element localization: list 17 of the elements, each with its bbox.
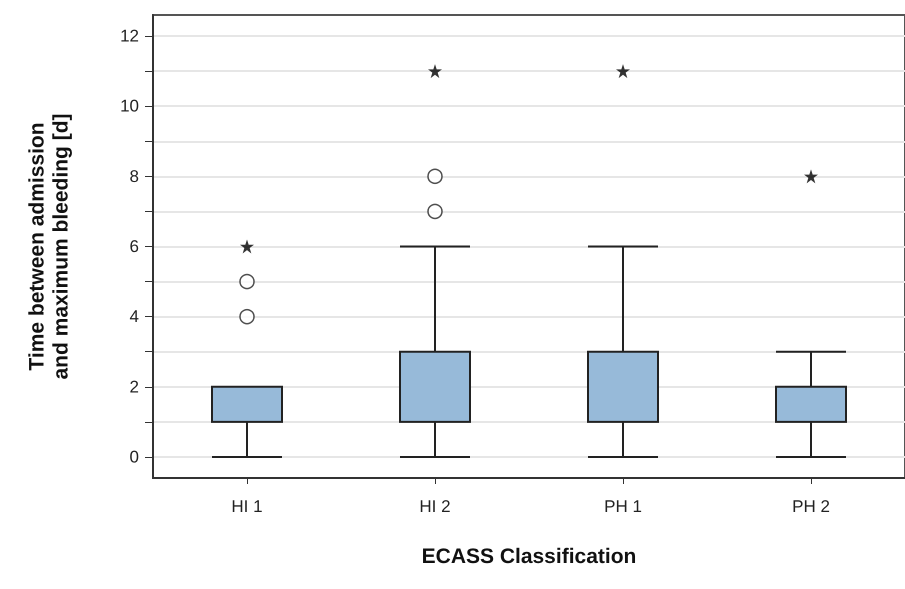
point: [616, 64, 630, 78]
x-tick-label: PH 2: [792, 497, 830, 516]
x-axis-title: ECASS Classification: [422, 545, 636, 568]
x-tick-label: HI 2: [419, 497, 451, 516]
y-tick-label: 10: [120, 96, 139, 116]
y-tick-label: 12: [120, 26, 139, 46]
point: [804, 169, 818, 184]
y-tick-label: 4: [130, 307, 139, 326]
x-tick-label: HI 1: [231, 497, 263, 516]
y-axis-title: Time between admission and maximum bleeding [d]: [26, 113, 72, 380]
y-tick-label: 2: [130, 377, 139, 396]
point: [240, 240, 254, 254]
y-tick-label: 6: [130, 237, 139, 256]
y-tick-label: 0: [130, 447, 139, 466]
point: [428, 64, 442, 78]
y-tick-label: 8: [130, 166, 139, 186]
x-tick-label: PH 1: [604, 497, 642, 516]
